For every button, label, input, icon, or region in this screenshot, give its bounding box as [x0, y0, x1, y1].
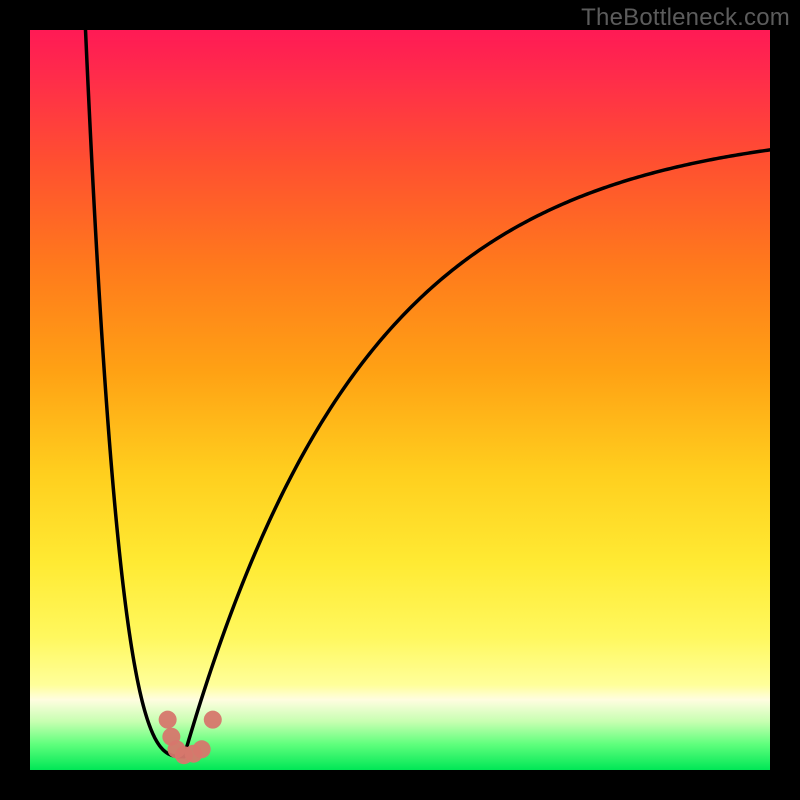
optimal-marker: [193, 740, 211, 758]
bottleneck-chart: [30, 30, 770, 770]
plot-area: [30, 30, 770, 770]
optimal-marker: [204, 711, 222, 729]
chart-frame: TheBottleneck.com: [0, 0, 800, 800]
heat-gradient: [30, 30, 770, 770]
watermark-text: TheBottleneck.com: [581, 4, 790, 32]
optimal-marker: [159, 711, 177, 729]
